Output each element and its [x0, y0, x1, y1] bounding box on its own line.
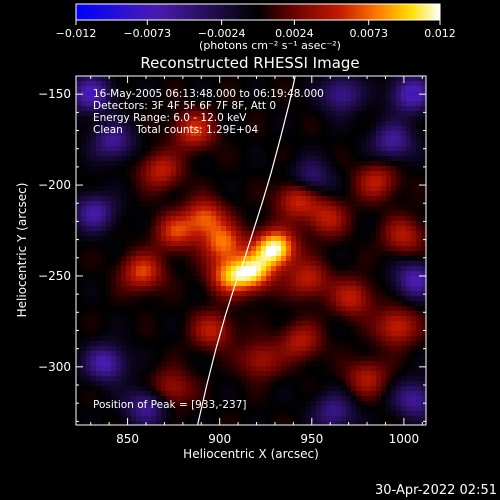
- colorbar-unit-label: (photons cm⁻² s⁻¹ asec⁻²): [199, 39, 341, 52]
- y-axis-label: Heliocentric Y (arcsec): [15, 183, 29, 318]
- colorbar-gradient: [76, 4, 440, 20]
- colorbar-tick-label: −0.0073: [123, 27, 171, 40]
- y-tick-label: −250: [38, 269, 71, 283]
- x-axis: 850 900 950 1000: [90, 76, 423, 446]
- y-tick-label: −200: [38, 178, 71, 192]
- footer-timestamp: 30-Apr-2022 02:51: [375, 483, 497, 498]
- colorbar: −0.012 −0.0073 −0.0024 0.0024 0.0073 0.012 (p…: [56, 3, 456, 52]
- annotation-energy-range: Energy Range: 6.0 - 12.0 keV: [93, 112, 247, 124]
- plot-area: [76, 76, 426, 425]
- colorbar-tick-label: −0.0024: [198, 27, 246, 40]
- x-tick-label: 950: [300, 432, 323, 446]
- x-tick-label: 850: [116, 432, 139, 446]
- x-tick-label: 900: [208, 432, 231, 446]
- x-tick-label: 1000: [389, 432, 420, 446]
- colorbar-tick-label: −0.012: [56, 27, 97, 40]
- annotation-time-range: 16-May-2005 06:13:48.000 to 06:19:48.000: [93, 88, 324, 100]
- x-axis-label: Heliocentric X (arcsec): [183, 447, 319, 461]
- heatmap-image: [76, 76, 426, 425]
- colorbar-tick-label: 0.012: [424, 27, 456, 40]
- solar-limb-curve: [196, 76, 296, 425]
- y-tick-label: −300: [38, 360, 71, 374]
- annotation-clean-counts: Clean Total counts: 1.29E+04: [93, 124, 258, 136]
- colorbar-tick-label: 0.0024: [275, 27, 314, 40]
- annotation-block: 16-May-2005 06:13:48.000 to 06:19:48.000…: [93, 88, 324, 411]
- y-tick-label: −150: [38, 87, 71, 101]
- y-axis: −150 −200 −250 −300: [38, 75, 426, 422]
- chart-title: Reconstructed RHESSI Image: [140, 54, 359, 72]
- colorbar-ticks: −0.012 −0.0073 −0.0024 0.0024 0.0073 0.012: [56, 20, 456, 40]
- colorbar-tick-label: 0.0073: [349, 27, 388, 40]
- colorbar-frame: [75, 3, 441, 21]
- annotation-detectors: Detectors: 3F 4F 5F 6F 7F 8F, Att 0: [93, 100, 276, 112]
- plot-frame: [75, 75, 427, 426]
- annotation-peak-position: Position of Peak = [933,-237]: [93, 399, 247, 411]
